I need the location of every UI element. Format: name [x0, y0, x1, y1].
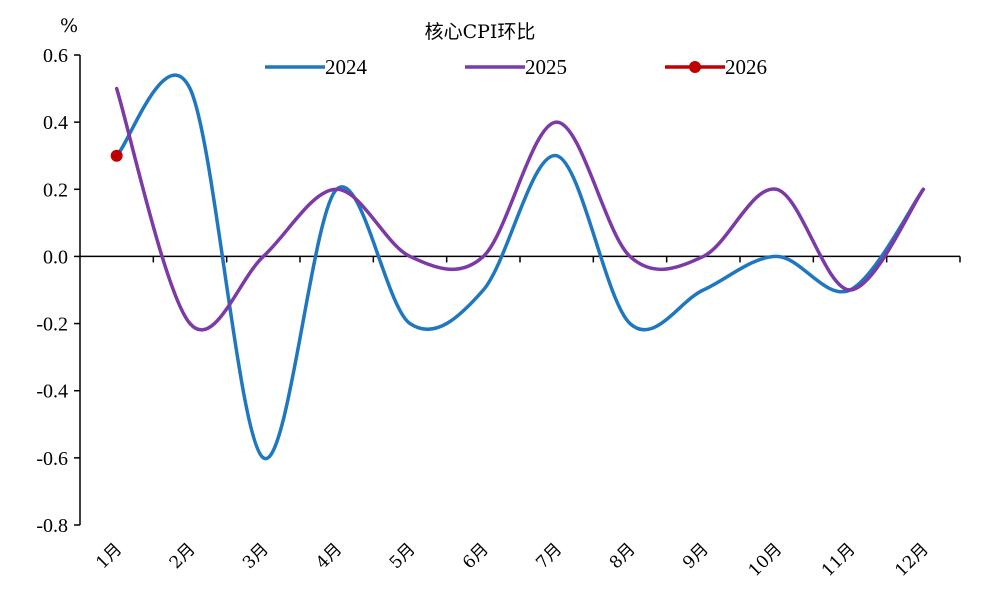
x-tick-label: 3月 [239, 539, 273, 573]
y-tick-label: -0.6 [36, 448, 68, 470]
x-tick-label: 9月 [679, 539, 713, 573]
x-tick-label: 8月 [606, 539, 640, 573]
y-tick-label: 0.6 [43, 45, 68, 67]
y-tick-label: -0.2 [36, 314, 68, 336]
x-tick-label: 1月 [92, 539, 126, 573]
legend-label-2026: 2026 [725, 55, 767, 79]
legend-label-2024: 2024 [325, 55, 368, 79]
chart-title: 核心CPI环比 [425, 21, 536, 43]
x-tick-label: 6月 [459, 539, 493, 573]
legend: 2024 2025 2026 [265, 55, 767, 79]
x-tick-label: 10月 [745, 539, 786, 580]
x-tick-label: 5月 [386, 539, 420, 573]
y-tick-label: 0.4 [43, 112, 68, 134]
series-layer [110, 73, 926, 461]
x-tick-label: 4月 [312, 539, 346, 573]
axes: 0.6 0.4 0.2 0.0 -0.2 -0.4 -0.6 -0.8 1月 2月 3月 4月 5月 6月… [36, 45, 961, 581]
y-tick-label: -0.4 [36, 381, 68, 403]
x-tick-label: 7月 [532, 539, 566, 573]
y-tick-label: -0.8 [36, 515, 68, 537]
legend-label-2025: 2025 [525, 55, 567, 79]
x-tick-label: 12月 [891, 539, 932, 580]
y-unit-label: % [60, 15, 78, 37]
series-line-2025 [114, 86, 926, 332]
y-tick-label: 0.0 [43, 246, 68, 268]
y-tick-label: 0.2 [43, 179, 68, 201]
x-tick-label: 2月 [166, 539, 200, 573]
series-line-2024 [114, 73, 926, 461]
x-tick-label: 11月 [818, 539, 859, 580]
series-point-2026 [110, 149, 123, 162]
legend-marker-2026 [689, 61, 701, 73]
